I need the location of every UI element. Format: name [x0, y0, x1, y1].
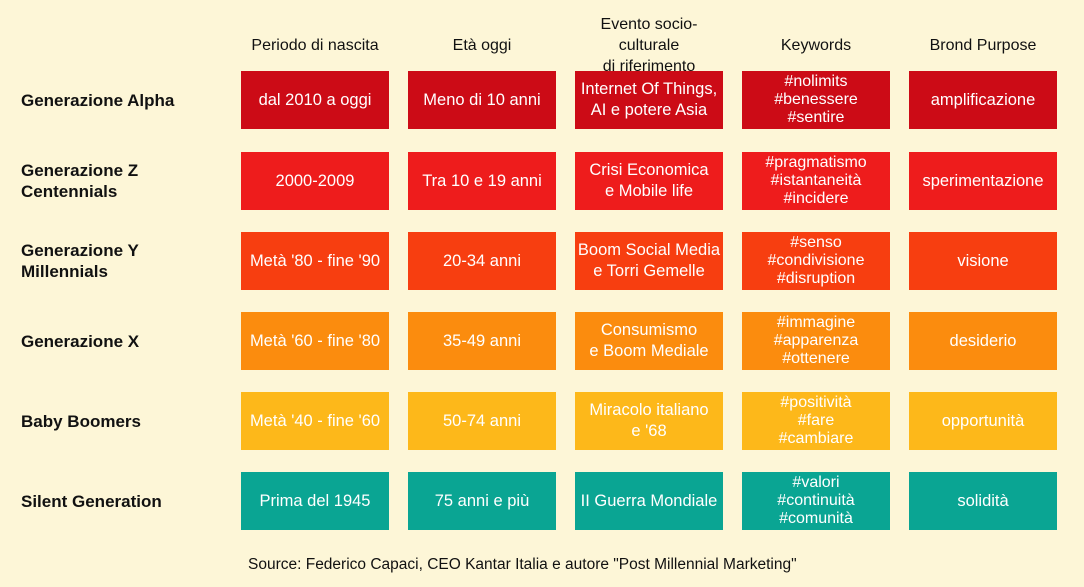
header-brand-purpose: Brond Purpose: [929, 36, 1037, 54]
generation-label: Generazione X: [21, 331, 140, 351]
keywords-cell: #valori #continuità #comunità: [742, 472, 890, 530]
header-birth-period: Periodo di nascita: [251, 36, 379, 54]
birth-period-cell: Metà '40 - fine '60: [241, 392, 389, 450]
age-cell: Meno di 10 anni: [408, 71, 556, 129]
birth-period-cell: Metà '60 - fine '80: [241, 312, 389, 370]
event-cell: Miracolo italiano e '68: [575, 392, 723, 450]
generation-label: Baby Boomers: [21, 411, 141, 431]
brand-purpose-cell: sperimentazione: [909, 152, 1057, 210]
birth-period-cell: Prima del 1945: [241, 472, 389, 530]
age-cell: 20-34 anni: [408, 232, 556, 290]
brand-purpose-cell: solidità: [909, 472, 1057, 530]
keywords-cell: #pragmatismo #istantaneità #incidere: [742, 152, 890, 210]
header-age-today: Età oggi: [452, 36, 512, 54]
generation-label: Generazione Y Millennials: [21, 241, 139, 281]
event-cell: II Guerra Mondiale: [575, 472, 723, 530]
generation-label: Generazione Alpha: [21, 90, 175, 110]
brand-purpose-cell: opportunità: [909, 392, 1057, 450]
source-note: Source: Federico Capaci, CEO Kantar Ital…: [248, 556, 797, 573]
event-cell: Internet Of Things, AI e potere Asia: [575, 71, 723, 129]
generation-label: Generazione Z Centennials: [21, 161, 139, 201]
brand-purpose-cell: visione: [909, 232, 1057, 290]
brand-purpose-cell: amplificazione: [909, 71, 1057, 129]
generation-label: Silent Generation: [21, 491, 162, 511]
event-cell: Crisi Economica e Mobile life: [575, 152, 723, 210]
age-cell: Tra 10 e 19 anni: [408, 152, 556, 210]
header-keywords: Keywords: [780, 36, 852, 54]
age-cell: 35-49 anni: [408, 312, 556, 370]
event-cell: Consumismo e Boom Mediale: [575, 312, 723, 370]
keywords-cell: #nolimits #benessere #sentire: [742, 71, 890, 129]
event-cell: Boom Social Media e Torri Gemelle: [575, 232, 723, 290]
keywords-cell: #positività #fare #cambiare: [742, 392, 890, 450]
age-cell: 50-74 anni: [408, 392, 556, 450]
birth-period-cell: 2000-2009: [241, 152, 389, 210]
age-cell: 75 anni e più: [408, 472, 556, 530]
header-event: Evento socio-culturale di riferimento: [600, 15, 698, 75]
birth-period-cell: Metà '80 - fine '90: [241, 232, 389, 290]
brand-purpose-cell: desiderio: [909, 312, 1057, 370]
birth-period-cell: dal 2010 a oggi: [241, 71, 389, 129]
keywords-cell: #immagine #apparenza #ottenere: [742, 312, 890, 370]
keywords-cell: #senso #condivisione #disruption: [742, 232, 890, 290]
